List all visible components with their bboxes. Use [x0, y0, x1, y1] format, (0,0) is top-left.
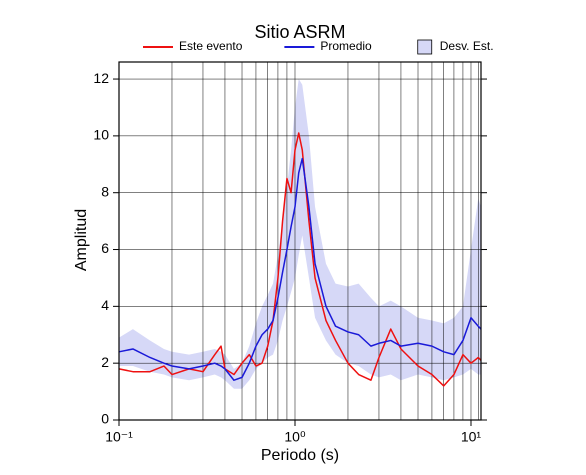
series-line — [118, 157, 482, 381]
y-tick-label: 12 — [93, 70, 109, 86]
y-tick-label: 10 — [93, 127, 109, 143]
y-tick-label: 2 — [101, 354, 109, 370]
y-tick-label: 4 — [101, 297, 109, 313]
plot-frame — [118, 61, 482, 421]
legend-label: Promedio — [320, 39, 372, 53]
y-tick-label: 8 — [101, 183, 109, 199]
y-tick-label: 6 — [101, 240, 109, 256]
legend-label: Desv. Est. — [440, 39, 494, 53]
y-axis-label: Amplitud — [73, 209, 90, 271]
legend-swatch — [417, 39, 433, 55]
legend-label: Este evento — [179, 39, 243, 53]
y-tick-label: 0 — [101, 411, 109, 427]
x-tick-label: 10⁻¹ — [105, 429, 133, 445]
x-tick-label: 10¹ — [461, 429, 482, 445]
std-band — [119, 79, 481, 389]
x-axis-label: Periodo (s) — [261, 447, 339, 464]
chart-title: Sitio ASRM — [254, 22, 345, 42]
series-line — [118, 132, 482, 387]
x-tick-label: 10⁰ — [284, 429, 306, 445]
